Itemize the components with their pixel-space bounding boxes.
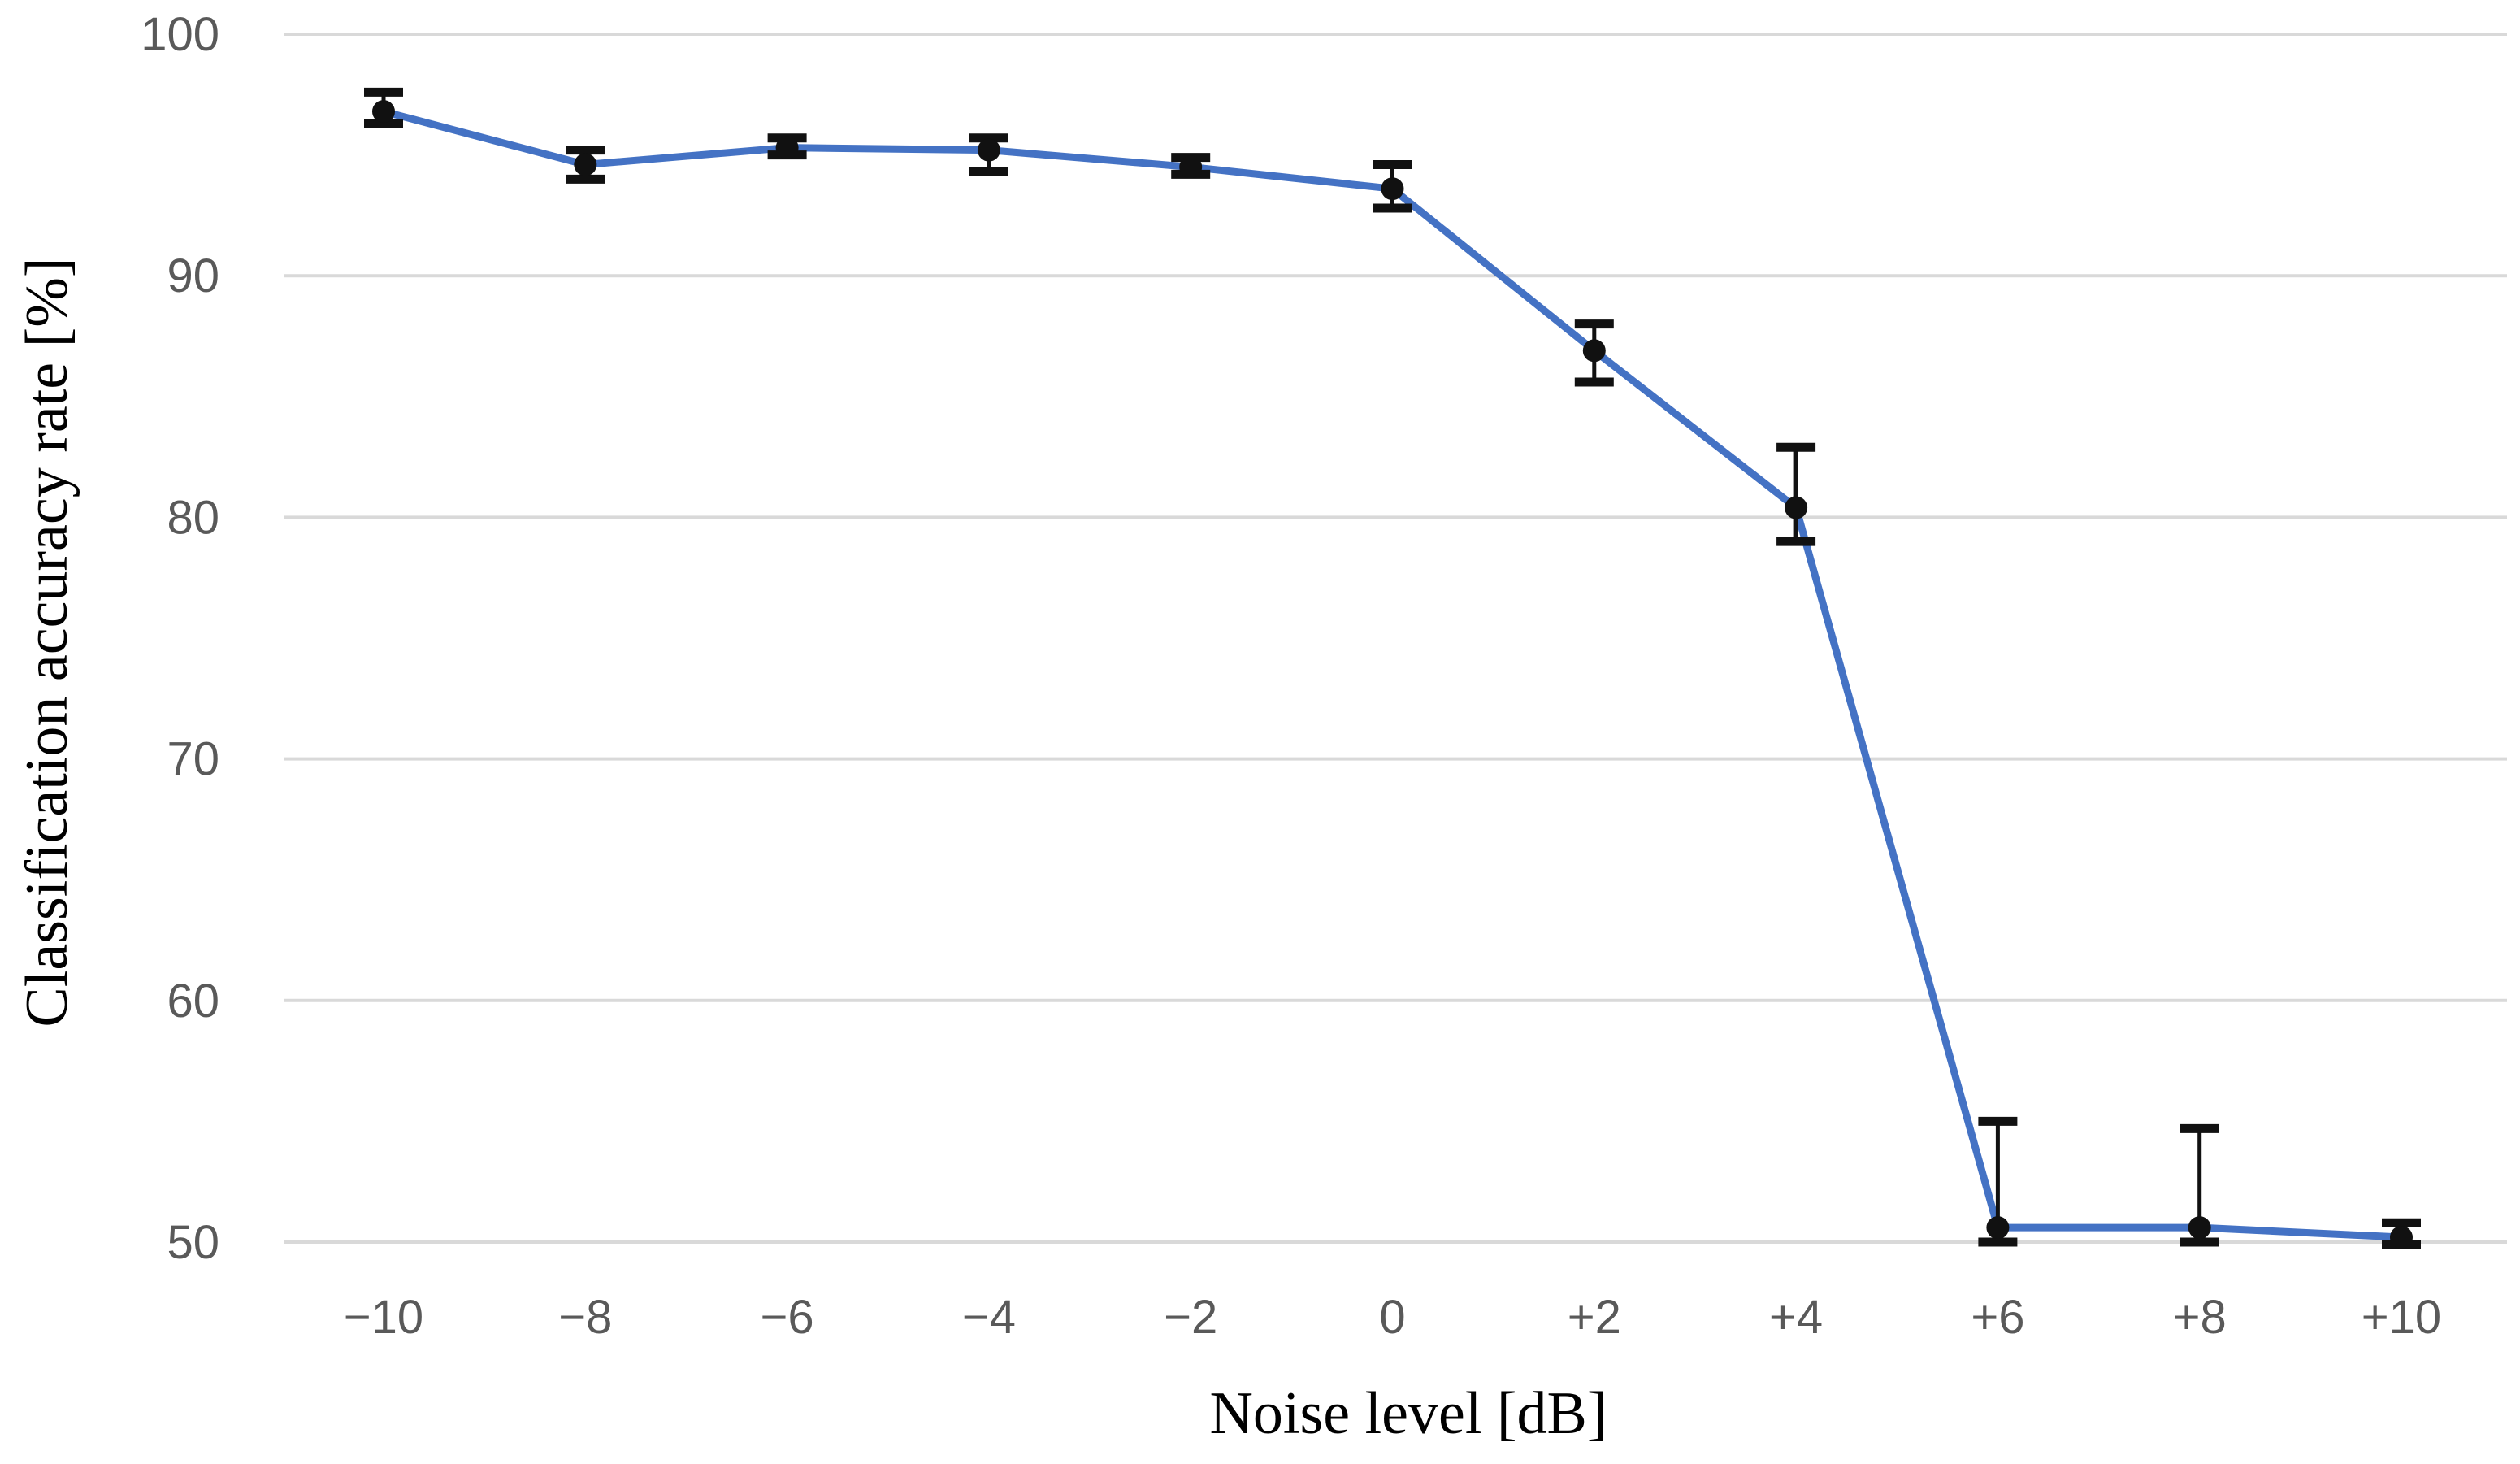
y-axis-ticks: 50 60 70 80 90 100 [141,8,219,1269]
x-tick-label: +2 [1568,1291,1621,1344]
data-point [574,153,597,176]
data-point [775,136,799,159]
y-tick-label: 60 [167,975,219,1027]
data-point [1381,177,1404,201]
x-tick-label: −4 [962,1291,1016,1344]
y-tick-label: 80 [167,491,219,544]
data-point [2188,1216,2211,1240]
series-accuracy [364,87,2421,1249]
data-point [977,138,1000,162]
x-tick-label: +8 [2173,1291,2227,1344]
error-bar [1776,442,1816,546]
y-tick-label: 70 [167,733,219,786]
y-tick-label: 50 [167,1216,219,1269]
x-tick-label: −2 [1164,1291,1217,1344]
x-tick-label: −6 [761,1291,814,1344]
x-axis-ticks: −10 −8 −6 −4 −2 0 +2 +4 +6 +8 +10 [344,1291,2441,1344]
x-tick-label: +6 [1971,1291,2024,1344]
gridlines [284,33,2507,1244]
series-line [380,107,2405,1241]
y-axis-title: Classification accuracy rate [%] [14,257,80,1027]
data-point [1986,1216,2010,1240]
data-point [1785,496,1808,519]
x-tick-label: +10 [2362,1291,2441,1344]
x-tick-label: +4 [1769,1291,1823,1344]
data-point [372,100,395,124]
y-tick-label: 90 [167,250,219,302]
y-tick-label: 100 [141,8,219,61]
x-tick-label: 0 [1379,1291,1405,1344]
x-tick-label: −8 [558,1291,612,1344]
data-point [1179,155,1203,179]
x-axis-title: Noise level [dB] [1209,1380,1607,1447]
data-point [2390,1226,2413,1249]
x-tick-label: −10 [344,1291,423,1344]
data-point [1582,339,1606,363]
